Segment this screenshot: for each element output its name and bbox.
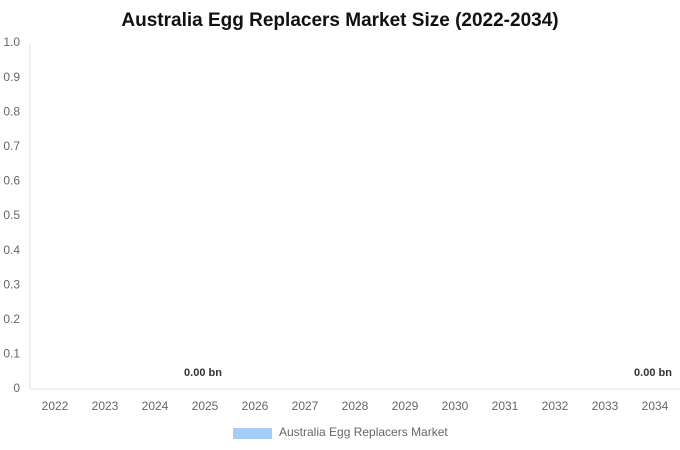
y-tick-label: 0.4 [3, 243, 20, 257]
x-tick-label: 2023 [92, 399, 119, 413]
y-tick-label: 0.7 [3, 139, 20, 153]
x-tick-label: 2032 [542, 399, 569, 413]
x-tick-label: 2022 [42, 399, 69, 413]
value-label: 0.00 bn [184, 367, 222, 379]
y-tick-label: 0.2 [3, 312, 20, 326]
y-tick-label: 0.1 [3, 347, 20, 361]
x-tick-label: 2029 [392, 399, 419, 413]
x-tick-label: 2028 [342, 399, 369, 413]
x-tick-label: 2026 [242, 399, 269, 413]
x-tick-label: 2025 [192, 399, 219, 413]
x-tick-label: 2030 [442, 399, 469, 413]
y-tick-label: 1.0 [3, 35, 20, 49]
legend-swatch [233, 428, 272, 439]
y-tick-label: 0 [13, 381, 20, 395]
x-tick-label: 2034 [642, 399, 669, 413]
y-tick-label: 0.3 [3, 277, 20, 291]
y-tick-label: 0.8 [3, 104, 20, 118]
legend-label: Australia Egg Replacers Market [279, 425, 448, 439]
value-label: 0.00 bn [634, 367, 672, 379]
y-tick-label: 0.9 [3, 70, 20, 84]
x-tick-label: 2024 [142, 399, 169, 413]
x-tick-label: 2027 [292, 399, 319, 413]
y-tick-label: 0.5 [3, 208, 20, 222]
x-tick-label: 2033 [592, 399, 619, 413]
chart-title: Australia Egg Replacers Market Size (202… [121, 10, 558, 31]
x-tick-label: 2031 [492, 399, 519, 413]
y-tick-label: 0.6 [3, 174, 20, 188]
